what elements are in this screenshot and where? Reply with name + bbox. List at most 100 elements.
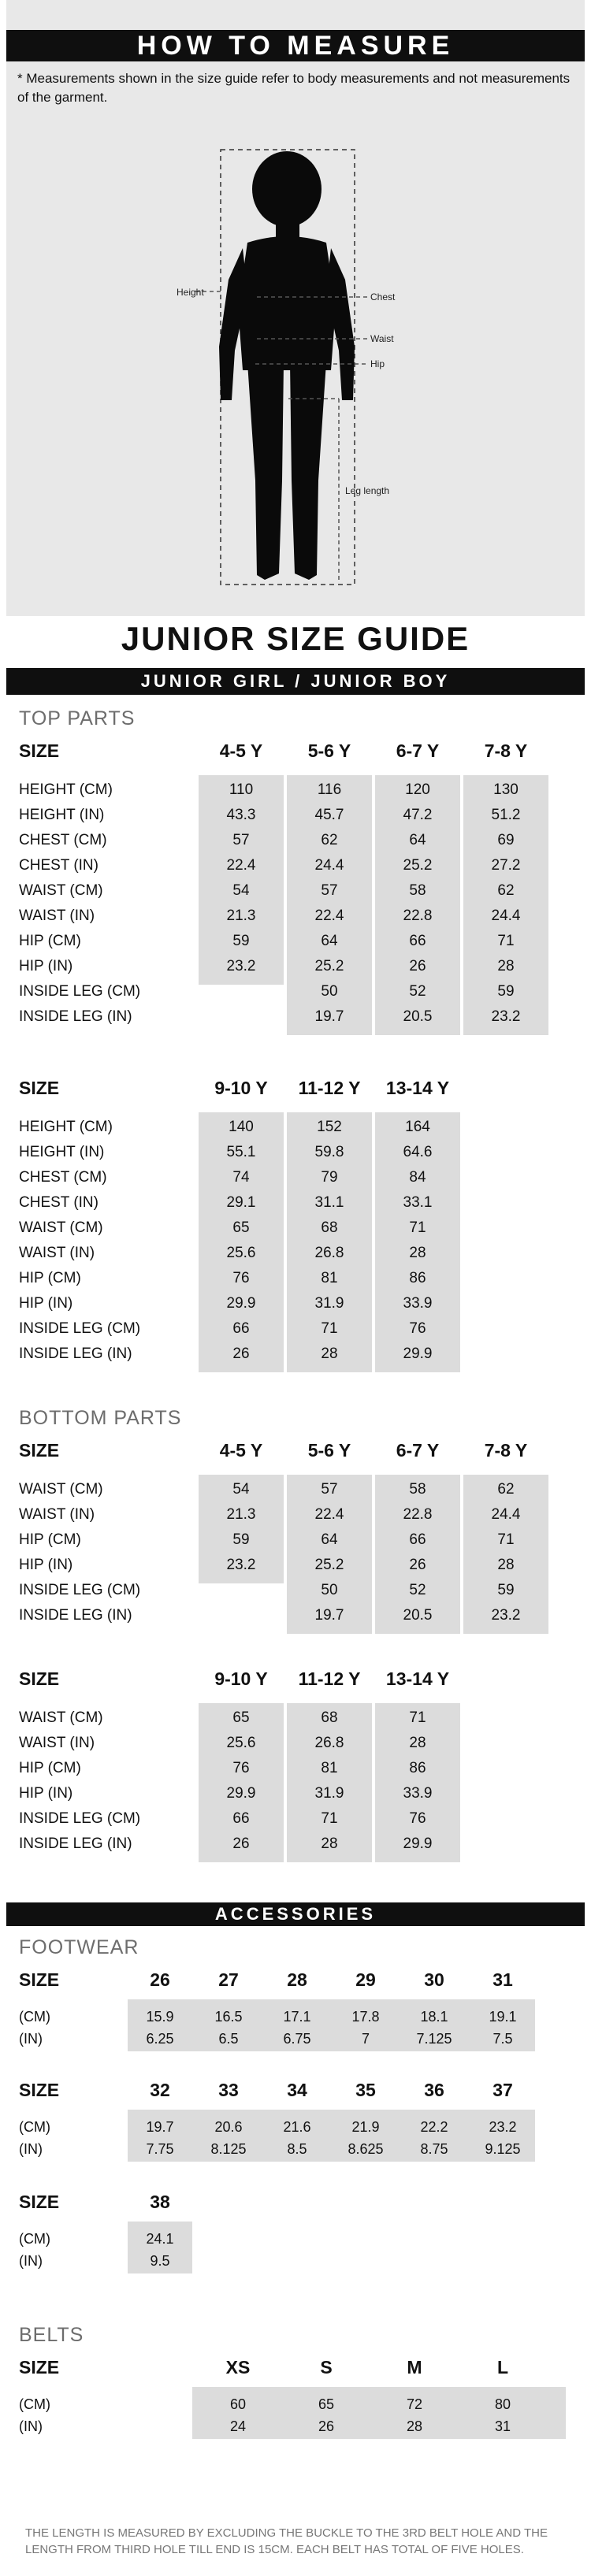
in-row-label: (IN) [19,2031,43,2047]
measurement-row-label: HIP (IN) [19,1557,73,1573]
measurement-value: 52 [409,983,426,1000]
measurement-value: 68 [321,1219,338,1236]
measurement-value: 28 [497,1557,515,1573]
in-row-label: (IN) [19,2253,43,2269]
size-column-band [199,775,284,985]
cm-value: 24.1 [146,2231,174,2247]
measurement-value: 74 [232,1169,250,1186]
measurement-value: 59 [232,1531,250,1548]
in-value: 7 [361,2031,370,2047]
measurement-value: 120 [405,781,430,798]
measurement-value: 22.8 [403,908,433,924]
measurement-row-label: CHEST (CM) [19,832,107,848]
belts-heading: BELTS [19,2324,84,2346]
measurement-value: 43.3 [226,807,256,823]
how-to-measure-title: HOW TO MEASURE [6,30,585,61]
measurement-value: 57 [232,832,250,848]
bottom-parts-table-2: SIZE 9-10 Y 11-12 Y 13-14 Y WAIST (CM) 65 68 71… [19,1668,586,1873]
size-column-header: 5-6 Y [307,1440,351,1461]
measurement-value: 29.9 [226,1295,256,1312]
cm-value: 19.1 [489,2009,517,2025]
measurement-value: 76 [409,1810,426,1827]
measurement-value: 22.8 [403,1506,433,1523]
in-value: 26 [318,2418,335,2434]
measurement-value: 33.9 [403,1785,433,1802]
measurement-value: 76 [232,1270,250,1286]
measurement-value: 47.2 [403,807,433,823]
measurement-value: 19.7 [314,1008,344,1025]
measurement-value: 59.8 [314,1144,344,1160]
size-column-band [375,1475,460,1634]
cm-value: 65 [318,2396,335,2412]
cm-value: 22.2 [420,2119,448,2135]
measurement-value: 26 [409,1557,426,1573]
leg-length-label: Leg length [345,485,390,496]
in-row-label: (IN) [19,2418,43,2434]
size-column-header: M [407,2357,422,2377]
size-column-header: 26 [150,1969,170,1990]
measurement-value: 29.9 [226,1785,256,1802]
measurement-value: 31.9 [314,1295,344,1312]
cm-value: 72 [406,2396,423,2412]
size-column-header: L [496,2357,509,2377]
gender-bar: JUNIOR GIRL / JUNIOR BOY [6,668,585,695]
top-parts-heading: TOP PARTS [19,707,136,729]
measurement-row-label: HIP (IN) [19,958,73,974]
size-column-header: 4-5 Y [219,741,263,761]
measurement-value: 24.4 [491,908,521,924]
measurement-value: 19.7 [314,1607,344,1624]
measurement-value: 81 [321,1760,338,1776]
measurement-value: 22.4 [226,857,256,874]
accessories-bar: ACCESSORIES [6,1902,585,1926]
measurement-value: 54 [232,1481,250,1498]
cm-value: 17.8 [351,2009,380,2025]
in-value: 6.5 [218,2031,239,2047]
size-column-header: 11-12 Y [298,1668,361,1689]
measurement-value: 55.1 [226,1144,256,1160]
size-column-header: 13-14 Y [385,1078,450,1098]
in-value: 24 [229,2418,247,2434]
measure-note: * Measurements shown in the size guide r… [17,71,571,105]
measurement-value: 69 [497,832,515,848]
measurement-value: 22.4 [314,908,344,924]
measurement-value: 57 [321,1481,338,1498]
size-column-header: 32 [150,2080,170,2100]
measurement-value: 140 [229,1119,254,1135]
measurement-value: 21.3 [226,1506,256,1523]
measurement-value: 164 [405,1119,430,1135]
size-header-label: SIZE [19,1668,60,1689]
measurement-value: 27.2 [491,857,521,874]
cm-value: 20.6 [214,2119,243,2135]
measurement-value: 24.4 [314,857,344,874]
measurement-row-label: WAIST (IN) [19,1245,95,1261]
size-column-header: 7-8 Y [484,1440,528,1461]
in-value: 28 [406,2418,423,2434]
in-value: 6.75 [283,2031,311,2047]
measurement-value: 66 [232,1810,250,1827]
measurement-value: 29.9 [403,1835,433,1852]
measurement-value: 152 [317,1119,342,1135]
measurement-row-label: HIP (IN) [19,1785,73,1802]
size-column-band [287,1703,372,1862]
measurement-row-label: HEIGHT (CM) [19,1119,113,1135]
measurement-value: 68 [321,1709,338,1726]
values-band [128,2110,535,2162]
size-column-band [287,775,372,1035]
measurement-value: 66 [409,1531,426,1548]
size-header-label: SIZE [19,1078,60,1098]
size-header-label: SIZE [19,1440,60,1461]
belts-table: SIZE XS S M L (CM) (IN) 60 65 72 80 24 26 28 31 [19,2357,586,2444]
in-value: 8.125 [210,2141,247,2157]
measurement-value: 26.8 [314,1245,344,1261]
measurement-row-label: HIP (CM) [19,1270,81,1286]
measurement-value: 86 [409,1270,426,1286]
measurement-value: 76 [409,1320,426,1337]
size-column-header: 31 [492,1969,513,1990]
size-column-band [375,1112,460,1372]
measurement-value: 116 [317,781,342,798]
measurement-value: 64 [321,933,338,949]
measurement-value: 59 [497,983,515,1000]
in-value: 7.5 [492,2031,513,2047]
measurement-value: 28 [409,1735,426,1751]
measurement-row-label: WAIST (IN) [19,908,95,924]
